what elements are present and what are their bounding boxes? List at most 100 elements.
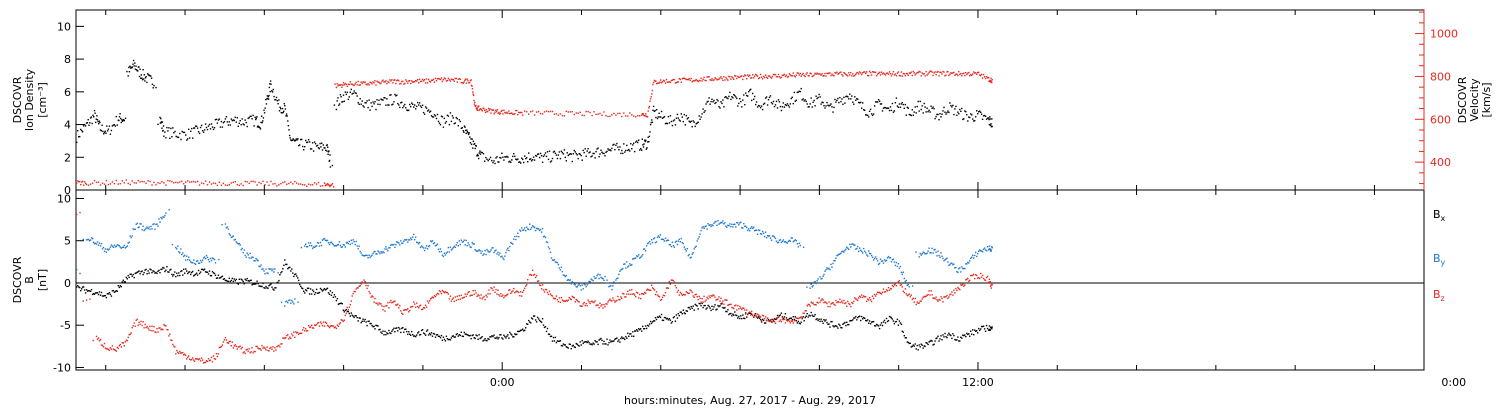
- bottom-By-point: [853, 244, 855, 246]
- top-velocity-point: [740, 75, 742, 78]
- top-velocity-point: [230, 182, 232, 184]
- bottom-By-point: [428, 245, 431, 247]
- top-velocity-point: [801, 73, 803, 76]
- top-density-point: [773, 105, 776, 108]
- top-velocity-point: [387, 80, 389, 83]
- bottom-Bz-point: [818, 297, 820, 299]
- bottom-Bz-point: [124, 341, 126, 343]
- bottom-By-point: [168, 209, 170, 211]
- bottom-Bz-point: [718, 296, 720, 298]
- bottom-By-point: [530, 228, 532, 231]
- bottom-Bz-point: [128, 334, 130, 336]
- bottom-Bz-point: [482, 296, 484, 299]
- top-density-point: [882, 107, 885, 109]
- bottom-Bz-point: [184, 353, 186, 355]
- top-density-point: [495, 157, 497, 159]
- bottom-Bx-point: [645, 327, 648, 330]
- bottom-Bz-point: [986, 275, 989, 278]
- top-density-point: [145, 76, 147, 78]
- bottom-Bx-point: [484, 338, 486, 340]
- top-velocity-point: [978, 71, 980, 73]
- bottom-Bz-point: [243, 351, 245, 353]
- bottom-Bx-point: [727, 309, 729, 311]
- top-density-point: [663, 116, 666, 118]
- bottom-Bx-point: [477, 338, 479, 340]
- bottom-Bz-point: [261, 344, 263, 347]
- bottom-Bx-point: [856, 319, 858, 321]
- top-velocity-point: [873, 71, 876, 73]
- bottom-By-point: [535, 227, 538, 230]
- bottom-Bx-point: [297, 277, 299, 279]
- bottom-Bx-point: [550, 335, 553, 337]
- bottom-Bz-point: [635, 296, 637, 298]
- top-density-point: [84, 125, 87, 127]
- bottom-Bx-point: [591, 344, 593, 346]
- bottom-Bx-point: [609, 339, 611, 341]
- bottom-Bz-point: [824, 301, 826, 303]
- bottom-Bx-point: [841, 327, 843, 329]
- bottom-Bx-point: [584, 341, 586, 343]
- bottom-By-point: [711, 224, 713, 226]
- bottom-Bx-point: [874, 325, 877, 327]
- bottom-By-point: [650, 239, 653, 241]
- bottom-Bx-point: [962, 334, 964, 336]
- bottom-Bz-point: [144, 323, 146, 326]
- bottom-Bx-point: [120, 286, 122, 288]
- bottom-By-point: [703, 227, 705, 229]
- bottom-Bz-point: [683, 294, 685, 296]
- bottom-Bx-point: [152, 270, 154, 272]
- top-density-point: [719, 107, 721, 109]
- bottom-Bz-point: [644, 292, 647, 294]
- top-density-point: [579, 153, 581, 155]
- bottom-Bx-point: [514, 333, 516, 335]
- bottom-By-point: [150, 225, 152, 228]
- bottom-Bz-point: [475, 292, 477, 294]
- top-density-point: [314, 143, 317, 145]
- bottom-By-point: [203, 256, 206, 258]
- bottom-Bx-point: [936, 337, 938, 339]
- top-density-point: [448, 123, 451, 126]
- bottom-Bx-point: [710, 309, 712, 312]
- top-velocity-point: [482, 107, 484, 109]
- top-velocity-point: [986, 77, 989, 79]
- bottom-Bz-point: [777, 316, 780, 318]
- top-velocity-point: [675, 81, 678, 84]
- top-density-point: [827, 104, 829, 106]
- bottom-Bz-point: [775, 317, 778, 319]
- bottom-Bz-point: [971, 274, 973, 277]
- bottom-Bx-point: [870, 321, 873, 323]
- bottom-By-point: [611, 288, 613, 291]
- bottom-Bz-point: [989, 281, 991, 283]
- bottom-Bx-point: [950, 334, 952, 337]
- bottom-Bz-point: [789, 322, 791, 324]
- top-density-point: [764, 97, 767, 99]
- bottom-Bx-point: [848, 323, 850, 326]
- top-density-point: [132, 59, 135, 62]
- bottom-By-point: [475, 250, 477, 252]
- top-density-point: [716, 98, 718, 101]
- top-velocity-point: [384, 81, 386, 83]
- bottom-Bz-point: [705, 299, 707, 301]
- top-density-point: [630, 143, 632, 145]
- top-velocity-point: [111, 181, 114, 183]
- top-velocity-point: [768, 75, 771, 77]
- bottom-Bz-point: [489, 293, 491, 295]
- axis-ticks: 0:00 12:00 0:000246810-10-5051040060080010…: [53, 10, 1466, 389]
- bottom-Bz-point: [487, 293, 489, 295]
- bottom-Bx-point: [652, 320, 655, 322]
- bottom-Bz-point: [954, 292, 956, 294]
- top-velocity-point: [883, 73, 886, 75]
- bottom-Bx-point: [761, 318, 764, 321]
- bottom-By-point: [352, 239, 354, 241]
- bottom-Bx-point: [586, 341, 588, 344]
- bottom-Bz-point: [205, 360, 208, 362]
- bottom-Bx-point: [132, 273, 134, 276]
- bottom-Bz-point: [101, 344, 104, 347]
- bottom-Bx-point: [339, 302, 342, 305]
- bottom-By-point: [305, 243, 307, 245]
- top-density-point: [120, 121, 122, 124]
- top-density-point: [354, 92, 356, 94]
- bottom-Bz-point: [796, 317, 798, 319]
- bottom-Bz-point: [354, 290, 356, 293]
- top-density-point: [585, 155, 587, 157]
